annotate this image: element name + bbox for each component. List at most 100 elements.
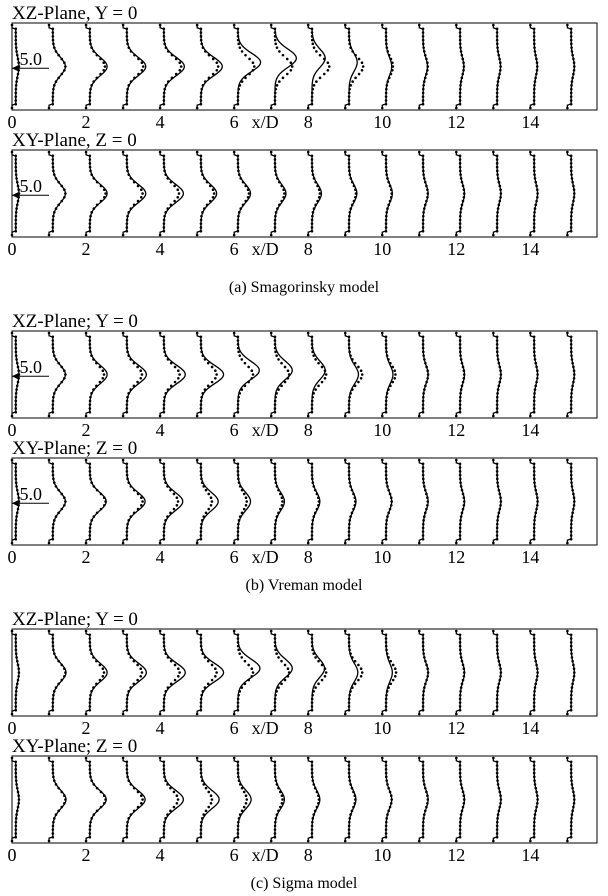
- experiment-point: [64, 671, 67, 674]
- experiment-point: [162, 226, 166, 229]
- experiment-point: [326, 61, 330, 65]
- experiment-point: [166, 813, 169, 816]
- experiment-point: [385, 648, 388, 652]
- experiment-point: [459, 388, 463, 391]
- experiment-point: [458, 832, 462, 835]
- tick-label: 10: [373, 239, 391, 259]
- experiment-point: [166, 656, 170, 659]
- experiment-point: [312, 207, 316, 210]
- experiment-point: [176, 195, 180, 199]
- experiment-point: [569, 162, 573, 165]
- experiment-point: [385, 354, 389, 357]
- experiment-point: [572, 195, 576, 199]
- experiment-point: [282, 188, 285, 192]
- experiment-point: [200, 817, 204, 820]
- experiment-point: [127, 211, 131, 214]
- simulation-profile-x8: [307, 25, 326, 108]
- experiment-point: [163, 477, 166, 481]
- experiment-point: [389, 496, 393, 500]
- experiment-point: [313, 809, 317, 813]
- experiment-point: [88, 530, 92, 533]
- experiment-point: [496, 779, 499, 782]
- experiment-point: [132, 786, 136, 790]
- experiment-point: [200, 775, 203, 779]
- experiment-point: [348, 519, 352, 522]
- tick-label: 6: [230, 239, 239, 259]
- experiment-point: [206, 682, 210, 686]
- simulation-profile-x1: [48, 758, 67, 841]
- experiment-point: [275, 485, 279, 488]
- experiment-point: [10, 150, 14, 154]
- experiment-point: [455, 458, 458, 462]
- tick-label: 6: [230, 845, 239, 865]
- panel-title: XZ-Plane, Y = 0: [12, 3, 137, 24]
- experiment-point: [532, 102, 536, 106]
- tick-label: 14: [521, 547, 539, 567]
- experiment-point: [354, 76, 357, 80]
- experiment-point: [347, 95, 351, 98]
- experiment-point: [121, 331, 125, 335]
- experiment-point: [534, 488, 538, 492]
- experiment-point: [88, 162, 92, 165]
- experiment-point: [276, 177, 279, 180]
- experiment-point: [204, 809, 208, 813]
- experiment-point: [274, 173, 278, 176]
- experiment-point: [359, 667, 363, 671]
- experiment-point: [421, 697, 425, 701]
- experiment-point: [312, 46, 316, 49]
- experiment-point: [417, 106, 421, 110]
- experiment-point: [203, 388, 207, 391]
- caption-a: (a) Smagorinsky model: [229, 279, 380, 296]
- experiment-point: [125, 399, 129, 403]
- experiment-point: [532, 530, 536, 533]
- experiment-point: [348, 169, 351, 173]
- experiment-point: [311, 779, 315, 782]
- experiment-point: [455, 839, 458, 843]
- experiment-point: [570, 693, 573, 697]
- experiment-point: [310, 343, 314, 346]
- experiment-point: [215, 68, 219, 72]
- experiment-point: [569, 410, 573, 414]
- experiment-point: [278, 50, 281, 53]
- experiment-point: [532, 42, 536, 46]
- experiment-point: [126, 648, 129, 652]
- experiment-point: [421, 637, 425, 640]
- experiment-point: [533, 686, 537, 689]
- experiment-point: [52, 519, 56, 522]
- experiment-point: [347, 99, 351, 102]
- experiment-point: [426, 667, 429, 671]
- experiment-point: [388, 805, 392, 809]
- experiment-point: [54, 515, 58, 518]
- experiment-point: [177, 667, 180, 671]
- experiment-point: [421, 42, 425, 46]
- experiment-point: [125, 530, 129, 533]
- experiment-point: [571, 682, 574, 686]
- experiment-point: [52, 779, 56, 782]
- simulation-profile-x9: [344, 631, 359, 714]
- experiment-point: [274, 779, 278, 782]
- experiment-point: [273, 470, 277, 473]
- experiment-profile-x15: [566, 23, 576, 110]
- experiment-point: [237, 211, 241, 214]
- experiment-point: [421, 35, 425, 38]
- experiment-point: [17, 376, 20, 380]
- experiment-point: [348, 648, 351, 652]
- experiment-point: [343, 541, 347, 545]
- experiment-point: [320, 663, 324, 667]
- experiment-point: [269, 23, 273, 27]
- experiment-point: [15, 656, 18, 659]
- experiment-point: [495, 530, 499, 533]
- experiment-profile-x4: [158, 150, 181, 237]
- experiment-point: [347, 470, 351, 473]
- experiment-point: [384, 35, 388, 38]
- experiment-point: [310, 641, 314, 644]
- experiment-point: [90, 690, 93, 693]
- experiment-point: [323, 376, 327, 380]
- experiment-point: [273, 343, 277, 346]
- experiment-point: [164, 652, 168, 655]
- panel-title: XY-Plane, Z = 0: [12, 130, 137, 151]
- experiment-point: [52, 690, 56, 693]
- experiment-point: [274, 214, 277, 218]
- experiment-point: [532, 470, 536, 473]
- experiment-point: [495, 339, 499, 342]
